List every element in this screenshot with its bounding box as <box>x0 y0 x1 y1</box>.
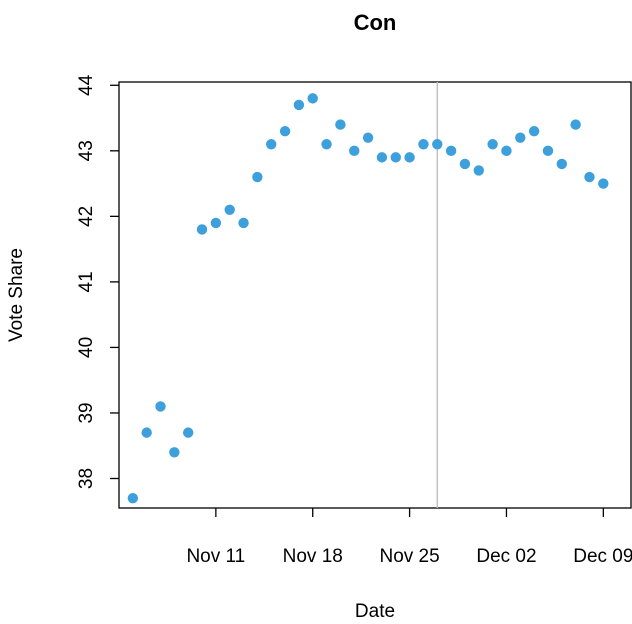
x-tick-label: Dec 09 <box>573 546 632 567</box>
data-point <box>432 139 443 150</box>
data-point <box>598 178 609 189</box>
data-point <box>196 224 208 235</box>
chart-title: Con <box>354 10 397 35</box>
data-point <box>155 401 166 412</box>
data-points <box>127 93 609 504</box>
data-point <box>376 152 388 163</box>
data-point <box>321 139 332 150</box>
data-point <box>266 139 277 150</box>
data-point <box>404 152 415 163</box>
plot-frame <box>118 81 632 509</box>
x-axis-label: Date <box>355 601 395 622</box>
data-point <box>570 119 581 130</box>
data-point <box>335 119 346 130</box>
y-tick-label: 38 <box>76 468 97 489</box>
data-point <box>501 145 512 157</box>
data-point <box>210 217 222 229</box>
data-point <box>141 427 152 438</box>
y-axis-label: Vote Share <box>6 248 27 342</box>
x-tick-label: Dec 02 <box>476 546 536 567</box>
data-point <box>349 145 360 157</box>
x-axis: Nov 11 Nov 18 Nov 25 Dec 02 Dec 09 <box>186 508 632 567</box>
data-point <box>252 171 263 183</box>
y-tick-label: 43 <box>76 140 97 161</box>
data-point <box>418 139 429 150</box>
data-point <box>127 492 139 504</box>
y-tick-label: 44 <box>76 74 97 96</box>
data-point <box>293 99 305 111</box>
data-point <box>584 171 595 183</box>
y-tick-label: 42 <box>76 206 97 227</box>
data-point <box>528 125 540 137</box>
data-point <box>556 158 568 170</box>
data-point <box>487 139 498 150</box>
data-point <box>182 427 194 438</box>
data-point <box>473 165 484 176</box>
y-axis: 38 39 40 41 42 43 44 <box>76 74 119 489</box>
data-point <box>307 93 318 104</box>
data-point <box>224 204 235 215</box>
x-tick-label: Nov 18 <box>283 546 343 567</box>
data-point <box>515 132 526 143</box>
x-tick-label: Nov 25 <box>379 546 439 567</box>
data-point <box>459 158 471 170</box>
data-point <box>445 145 457 157</box>
data-point <box>279 125 291 137</box>
y-tick-label: 40 <box>76 337 97 358</box>
y-tick-label: 39 <box>76 402 97 423</box>
data-point <box>362 132 374 143</box>
data-point <box>238 217 249 229</box>
x-tick-label: Nov 11 <box>186 546 245 567</box>
y-tick-label: 41 <box>76 271 97 292</box>
data-point <box>542 145 554 157</box>
data-point <box>390 152 401 163</box>
data-point <box>169 447 180 458</box>
